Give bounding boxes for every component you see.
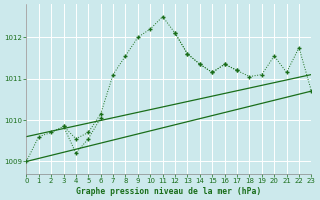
X-axis label: Graphe pression niveau de la mer (hPa): Graphe pression niveau de la mer (hPa) (76, 187, 261, 196)
